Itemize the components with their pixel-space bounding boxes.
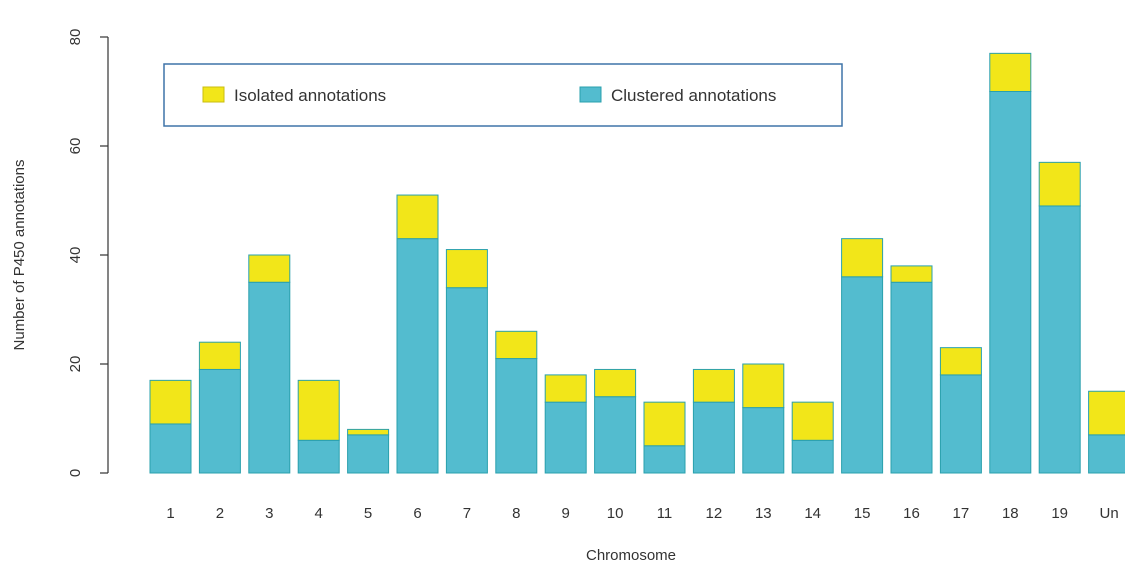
y-axis-title: Number of P450 annotations bbox=[11, 160, 28, 351]
bar-clustered bbox=[149, 423, 192, 474]
bar-isolated bbox=[841, 238, 884, 278]
bar-isolated bbox=[396, 194, 439, 240]
bar-isolated bbox=[149, 379, 192, 425]
x-tick-label: 6 bbox=[413, 505, 421, 522]
bar-isolated bbox=[198, 341, 241, 370]
bar-clustered bbox=[692, 401, 735, 474]
x-tick-label: 14 bbox=[804, 505, 821, 522]
legend-swatch-isolated bbox=[202, 86, 225, 103]
bar-isolated bbox=[297, 379, 340, 441]
bar-isolated bbox=[248, 254, 291, 283]
bar-clustered bbox=[1088, 434, 1125, 474]
x-tick-label: 17 bbox=[953, 505, 970, 522]
bar-isolated bbox=[791, 401, 834, 441]
x-tick-label: 18 bbox=[1002, 505, 1019, 522]
legend-swatch-clustered bbox=[579, 86, 602, 103]
x-tick-label: Un bbox=[1100, 505, 1119, 522]
bar-isolated bbox=[347, 428, 390, 436]
x-tick-label: 15 bbox=[854, 505, 871, 522]
bar-isolated bbox=[495, 330, 538, 360]
bar-clustered bbox=[396, 238, 439, 474]
bar-clustered bbox=[594, 396, 637, 474]
bar-clustered bbox=[248, 281, 291, 474]
bar-isolated bbox=[939, 347, 982, 376]
bar-isolated bbox=[890, 265, 933, 283]
y-tick-label: 0 bbox=[67, 469, 84, 477]
x-tick-label: 7 bbox=[463, 505, 471, 522]
x-tick-label: 9 bbox=[562, 505, 570, 522]
bar-isolated bbox=[1088, 390, 1125, 436]
bar-clustered bbox=[445, 287, 488, 474]
bar-isolated bbox=[742, 363, 785, 409]
y-tick-label: 60 bbox=[67, 138, 84, 155]
bar-clustered bbox=[841, 276, 884, 474]
bar-clustered bbox=[297, 439, 340, 474]
bar-clustered bbox=[198, 368, 241, 474]
bar-clustered bbox=[989, 91, 1032, 474]
legend: Isolated annotations Clustered annotatio… bbox=[163, 63, 843, 127]
bar-clustered bbox=[544, 401, 587, 474]
bars bbox=[149, 52, 1125, 474]
x-tick-label: 4 bbox=[315, 505, 323, 522]
x-tick-label: 19 bbox=[1051, 505, 1068, 522]
bar-isolated bbox=[692, 368, 735, 403]
x-tick-label: 11 bbox=[657, 505, 673, 522]
x-tick-label: 2 bbox=[216, 505, 224, 522]
x-tick-label: 8 bbox=[512, 505, 520, 522]
bar-isolated bbox=[594, 368, 637, 398]
bar-isolated bbox=[544, 374, 587, 403]
x-tick-label: 5 bbox=[364, 505, 372, 522]
legend-box bbox=[163, 63, 843, 127]
legend-label-clustered: Clustered annotations bbox=[611, 86, 776, 105]
bar-clustered bbox=[890, 281, 933, 474]
bar-clustered bbox=[643, 445, 686, 474]
x-tick-label: 3 bbox=[265, 505, 273, 522]
bar-isolated bbox=[989, 52, 1032, 92]
y-tick-label: 40 bbox=[67, 247, 84, 264]
bar-isolated bbox=[643, 401, 686, 447]
x-tick-label: 16 bbox=[903, 505, 920, 522]
x-tick-label: 1 bbox=[166, 505, 174, 522]
bar-clustered bbox=[1038, 205, 1081, 474]
x-tick-label: 10 bbox=[607, 505, 624, 522]
bar-isolated bbox=[445, 249, 488, 289]
bar-clustered bbox=[347, 434, 390, 474]
x-axis-title: Chromosome bbox=[586, 547, 676, 564]
bar-clustered bbox=[742, 407, 785, 474]
y-tick-label: 80 bbox=[67, 29, 84, 46]
y-axis: 0 20 40 60 80 bbox=[67, 29, 109, 477]
y-tick-label: 20 bbox=[67, 356, 84, 373]
x-tick-label: 12 bbox=[706, 505, 723, 522]
x-tick-labels: 1 2 3 4 5 6 7 8 9 10 11 12 13 14 15 16 17 18 19 Un bbox=[166, 505, 1118, 522]
bar-clustered bbox=[495, 358, 538, 474]
bar-clustered bbox=[791, 439, 834, 474]
x-tick-label: 13 bbox=[755, 505, 772, 522]
legend-label-isolated: Isolated annotations bbox=[234, 86, 386, 105]
bar-clustered bbox=[939, 374, 982, 474]
bar-isolated bbox=[1038, 161, 1081, 207]
